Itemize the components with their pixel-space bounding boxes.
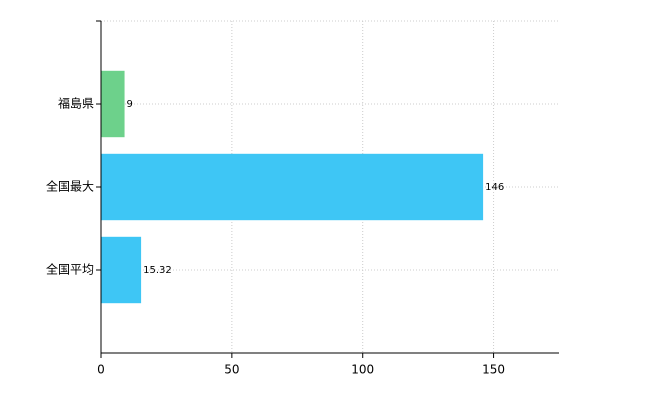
x-tick-label: 150 — [482, 363, 505, 377]
x-tick-label: 100 — [351, 363, 374, 377]
y-tick-label: 全国最大 — [46, 179, 94, 194]
x-tick-label: 0 — [97, 363, 105, 377]
value-label: 9 — [127, 99, 133, 110]
value-label: 15.32 — [143, 265, 172, 276]
x-tick-label: 50 — [224, 363, 239, 377]
y-tick-label: 福島県 — [58, 96, 94, 111]
bar — [101, 236, 142, 304]
value-label: 146 — [485, 182, 504, 193]
y-tick-label: 全国平均 — [46, 262, 94, 277]
bar — [101, 70, 125, 138]
bar — [101, 153, 484, 221]
